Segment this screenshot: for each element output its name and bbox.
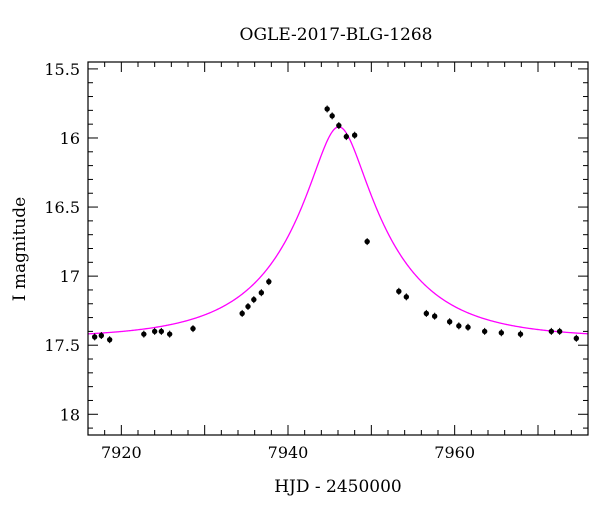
data-point — [446, 318, 453, 326]
x-tick-label: 7940 — [268, 443, 309, 462]
data-point — [329, 112, 335, 120]
data-point — [251, 296, 257, 304]
y-tick-label: 15.5 — [44, 60, 80, 79]
data-point — [556, 327, 563, 335]
data-point — [245, 303, 251, 311]
data-point — [423, 309, 430, 317]
data-point — [343, 133, 350, 141]
data-point — [141, 330, 147, 338]
y-tick-label: 17 — [60, 267, 80, 286]
model-curve — [88, 126, 588, 335]
data-point — [336, 122, 342, 130]
data-point — [498, 329, 505, 337]
x-axis-label: HJD - 2450000 — [274, 477, 402, 497]
data-point — [258, 289, 265, 297]
data-point — [431, 312, 438, 320]
x-tick-label: 7960 — [434, 443, 475, 462]
data-point — [573, 334, 580, 342]
chart-title: OGLE-2017-BLG-1268 — [240, 25, 433, 45]
y-tick-label: 17.5 — [44, 336, 80, 355]
y-tick-label: 16 — [60, 129, 80, 148]
data-points-layer — [91, 105, 580, 344]
data-point — [364, 238, 370, 246]
data-point — [98, 332, 105, 340]
data-point — [517, 330, 524, 338]
data-point — [548, 327, 555, 335]
data-point — [481, 327, 488, 335]
data-point — [456, 322, 462, 330]
data-point — [324, 105, 330, 113]
data-point — [106, 336, 113, 344]
y-tick-labels: 15.5 16 16.5 17 17.5 18 — [44, 60, 80, 424]
data-point — [158, 327, 165, 335]
data-point — [239, 309, 245, 317]
data-point — [403, 293, 410, 301]
x-tick-labels: 7920 7940 7960 — [101, 443, 475, 462]
data-point — [91, 333, 98, 341]
model-curve-layer — [88, 126, 588, 335]
plot-frame — [87, 61, 589, 436]
axis-ticks — [87, 62, 589, 435]
x-tick-label: 7920 — [101, 443, 142, 462]
data-point — [166, 330, 173, 338]
y-tick-label: 16.5 — [44, 198, 80, 217]
data-point — [151, 327, 158, 335]
y-tick-label: 18 — [60, 405, 80, 424]
data-point — [396, 287, 402, 295]
data-point — [190, 325, 196, 333]
data-point — [266, 278, 272, 286]
data-point — [465, 323, 471, 331]
y-axis-label: I magnitude — [10, 197, 30, 301]
data-point — [351, 131, 358, 139]
